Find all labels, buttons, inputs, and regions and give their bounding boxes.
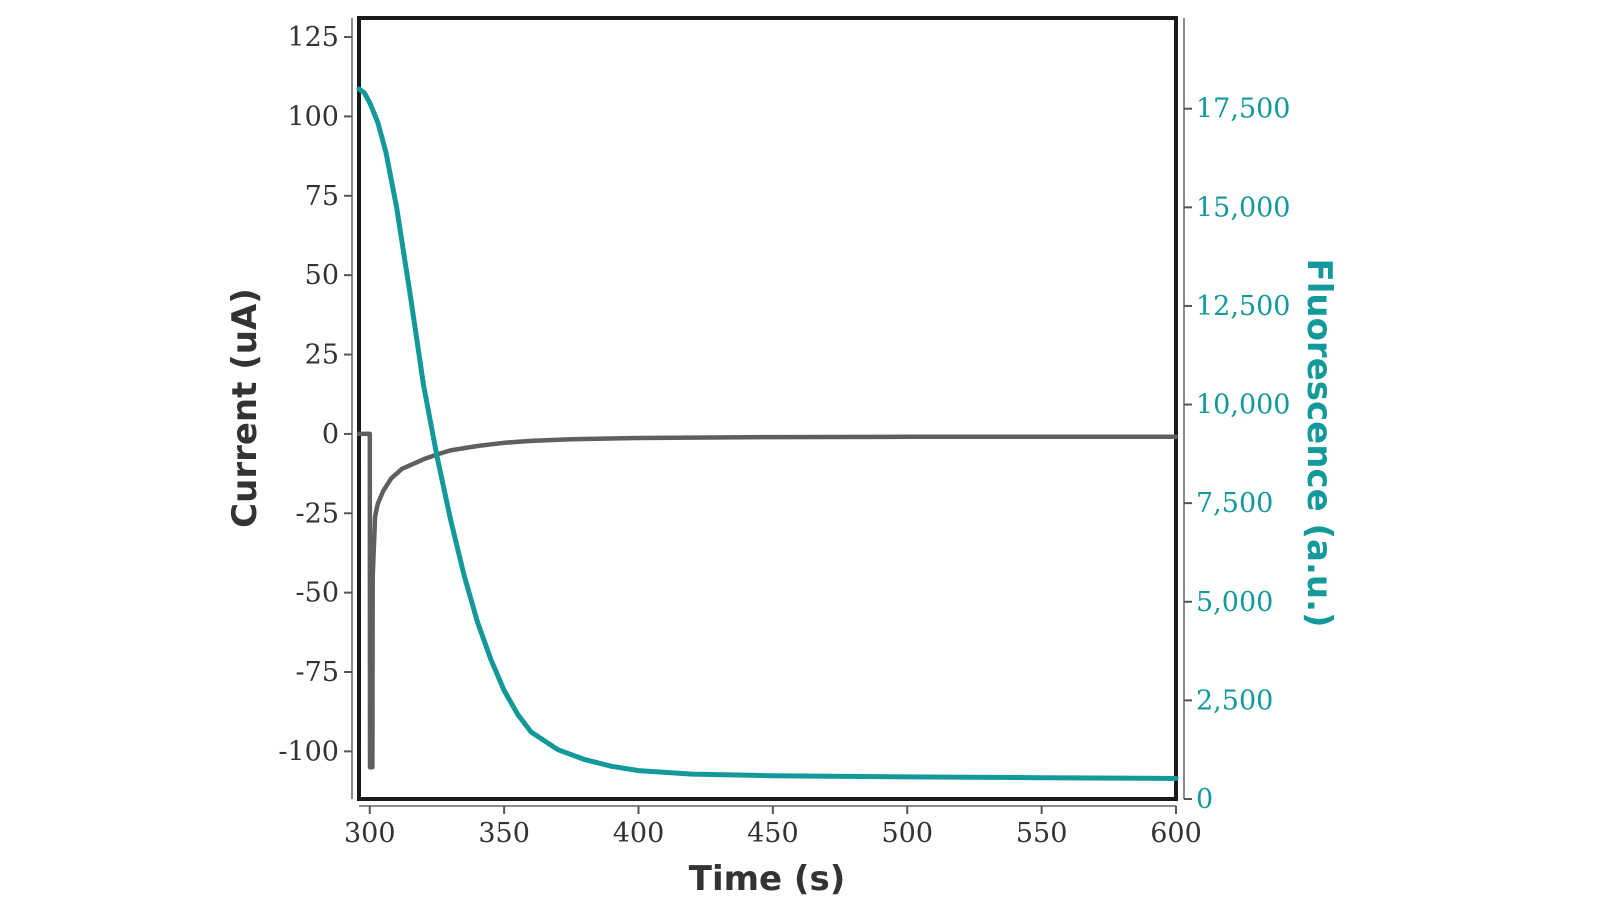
y-right-tick-label: 2,500 <box>1196 685 1273 716</box>
y-right-tick-label: 10,000 <box>1196 390 1290 421</box>
y-left-tick-label: -50 <box>296 578 339 609</box>
y-left-tick-label: 100 <box>287 101 339 132</box>
x-tick-label: 450 <box>747 818 799 849</box>
y-left-tick-label: 75 <box>305 181 339 212</box>
y-right-tick-label: 0 <box>1196 784 1213 815</box>
y-left-tick-label: 50 <box>305 260 339 291</box>
y-right-tick-label: 17,500 <box>1196 94 1290 125</box>
y-axis-left-title: Current (uA) <box>225 288 265 528</box>
y-right-tick-label: 7,500 <box>1196 488 1273 519</box>
y-left-tick-label: 125 <box>287 22 339 53</box>
series-layer <box>356 86 1179 781</box>
bottom-axis: 300 350 400 450 500 550 600 <box>344 805 1202 849</box>
y-right-tick-label: 15,000 <box>1196 192 1290 223</box>
x-tick-label: 400 <box>613 818 665 849</box>
y-left-tick-label: -100 <box>278 736 339 767</box>
y-right-tick-label: 12,500 <box>1196 291 1290 322</box>
x-tick-label: 350 <box>478 818 530 849</box>
x-tick-label: 550 <box>1016 818 1068 849</box>
y-left-tick-label: 25 <box>305 340 339 371</box>
x-tick-label: 600 <box>1150 818 1202 849</box>
y-right-tick-label: 5,000 <box>1196 587 1273 618</box>
y-left-tick-label: -25 <box>296 498 339 529</box>
current-series-line <box>356 431 1179 770</box>
y-left-tick-label: 0 <box>322 419 339 450</box>
x-axis-title: Time (s) <box>689 859 846 899</box>
left-axis: 125 100 75 50 25 0 -25 -50 -75 -100 <box>278 18 353 799</box>
right-axis: 17,500 15,000 12,500 10,000 7,500 5,000 2,500 0 <box>1183 18 1290 815</box>
plot-frame <box>357 16 1178 801</box>
x-tick-label: 500 <box>881 818 933 849</box>
y-axis-right-title: Fluorescence (a.u.) <box>1299 258 1339 627</box>
y-left-tick-label: -75 <box>296 657 339 688</box>
x-tick-label: 300 <box>344 818 396 849</box>
fluorescence-series-line <box>356 86 1179 781</box>
